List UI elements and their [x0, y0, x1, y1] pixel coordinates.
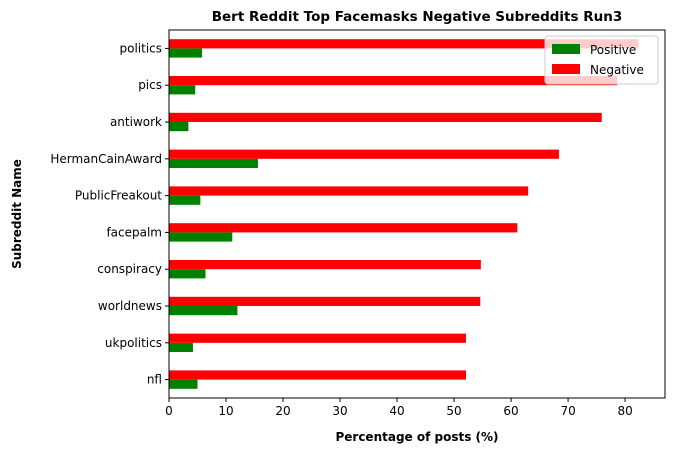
- y-tick-label: pics: [138, 78, 162, 92]
- legend-label-positive: Positive: [590, 43, 636, 57]
- y-tick-label: conspiracy: [97, 262, 162, 276]
- bar-positive-worldnews: [169, 306, 238, 316]
- x-tick-label: 0: [165, 404, 173, 418]
- x-tick-label: 80: [617, 404, 632, 418]
- bar-negative-hermancainaward: [169, 149, 559, 159]
- plot-area: politics pics antiwork HermanCainAward Publi…: [50, 29, 666, 418]
- y-tick-label: antiwork: [110, 115, 162, 129]
- y-axis-label: Subreddit Name: [10, 159, 24, 269]
- bar-positive-conspiracy: [169, 269, 206, 279]
- x-tick-label: 10: [218, 404, 233, 418]
- bar-positive-politics: [169, 48, 203, 58]
- y-tick-label: politics: [119, 41, 162, 55]
- bar-positive-hermancainaward: [169, 158, 258, 168]
- bar-negative-facepalm: [169, 223, 518, 233]
- y-tick-label: worldnews: [98, 299, 162, 313]
- legend-swatch-positive: [552, 44, 580, 54]
- bar-negative-worldnews: [169, 296, 481, 306]
- bar-negative-antiwork: [169, 112, 602, 122]
- bar-positive-facepalm: [169, 232, 233, 242]
- chart-title: Bert Reddit Top Facemasks Negative Subre…: [212, 9, 623, 25]
- legend: Positive Negative: [544, 35, 659, 85]
- y-tick-label: ukpolitics: [105, 336, 162, 350]
- y-tick-label: PublicFreakout: [75, 189, 162, 203]
- y-tick-label: facepalm: [106, 225, 162, 239]
- x-tick-label: 60: [503, 404, 518, 418]
- y-tick-label: nfl: [147, 373, 162, 387]
- bar-positive-ukpolitics: [169, 342, 193, 352]
- bar-negative-politics: [169, 39, 639, 49]
- legend-label-negative: Negative: [590, 63, 644, 77]
- x-axis-label: Percentage of posts (%): [335, 430, 498, 444]
- plot-frame: [168, 29, 666, 399]
- bar-positive-antiwork: [169, 122, 189, 132]
- bar-positive-nfl: [169, 379, 198, 389]
- x-tick-label: 20: [275, 404, 290, 418]
- x-tick-label: 40: [389, 404, 404, 418]
- legend-swatch-negative: [552, 64, 580, 74]
- x-tick-label: 30: [332, 404, 347, 418]
- bar-negative-nfl: [169, 370, 467, 380]
- bar-negative-publicfreakout: [169, 186, 529, 196]
- bar-negative-conspiracy: [169, 260, 481, 270]
- x-tick-label: 70: [560, 404, 575, 418]
- bar-positive-pics: [169, 85, 196, 95]
- bar-negative-ukpolitics: [169, 333, 467, 343]
- y-tick-label: HermanCainAward: [50, 152, 162, 166]
- bar-negative-pics: [169, 76, 618, 86]
- bar-positive-publicfreakout: [169, 195, 201, 205]
- x-tick-label: 50: [446, 404, 461, 418]
